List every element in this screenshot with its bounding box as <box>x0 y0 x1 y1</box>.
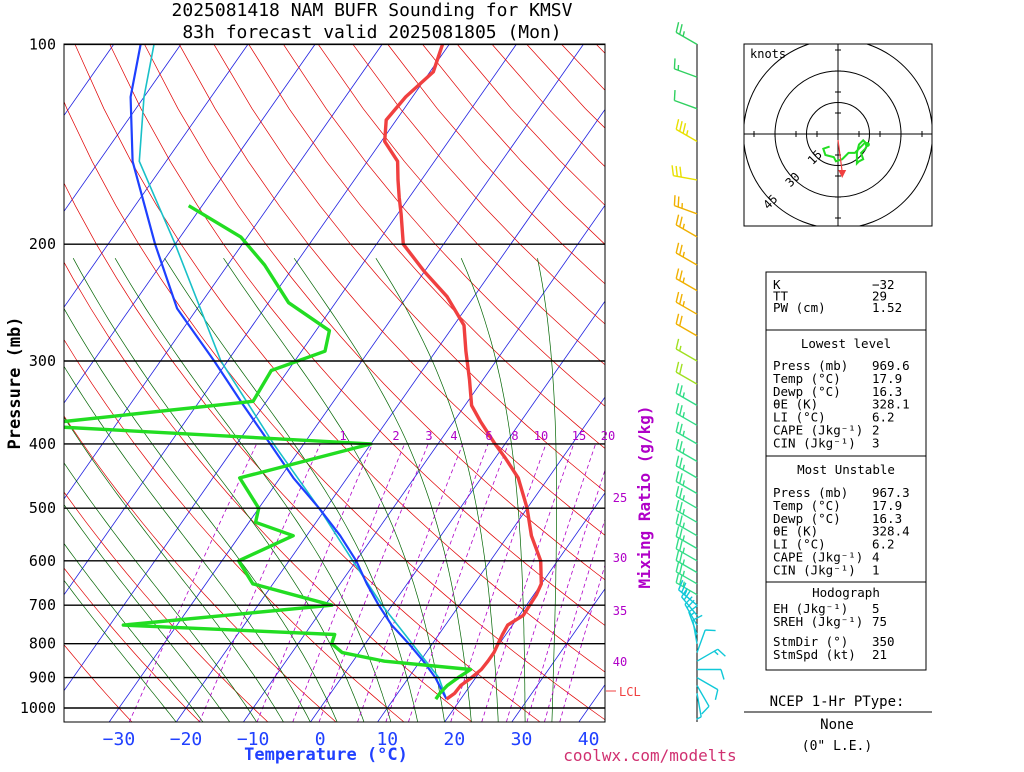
wind-barb <box>676 486 697 508</box>
wind-barb <box>676 339 697 361</box>
mixing-ratio-label: 2 <box>392 429 399 443</box>
wind-barb <box>676 500 697 522</box>
mixing-ratio-label: 8 <box>511 429 518 443</box>
wind-barb <box>676 383 697 405</box>
wind-barb <box>676 550 697 572</box>
wind-barb <box>697 649 725 661</box>
ptype-sub: (0" L.E.) <box>802 739 872 754</box>
mixing-ratio-label: 6 <box>485 429 492 443</box>
wind-barb <box>676 119 697 141</box>
temperature-tick-label: −20 <box>170 729 203 750</box>
virtual-temp-line <box>139 44 446 699</box>
wind-barb <box>674 58 697 77</box>
wind-barb <box>676 403 697 425</box>
wind-barb <box>676 292 697 314</box>
wind-barbs <box>672 22 725 719</box>
stats-section-title: Hodograph <box>812 585 880 600</box>
temperature-tick-label: −30 <box>103 729 136 750</box>
y-axis-label: Pressure (mb) <box>5 316 25 449</box>
wind-barb <box>672 165 697 180</box>
mixing-ratio-label: 20 <box>601 429 615 443</box>
temperature-tick-label: 30 <box>511 729 533 750</box>
wind-barb <box>676 243 697 265</box>
pressure-tick-label: 300 <box>29 352 56 370</box>
wind-barb <box>697 630 716 653</box>
stats-row-label: StmSpd (kt) <box>773 647 856 662</box>
temperature-line <box>385 44 542 699</box>
mixing-ratio-label: 4 <box>450 429 457 443</box>
wind-barb <box>676 422 697 444</box>
stats-row-value: 3 <box>872 435 880 450</box>
pressure-tick-label: 800 <box>29 635 56 653</box>
ptype-value: None <box>820 717 854 733</box>
wind-barb <box>676 22 697 44</box>
profile-lines <box>28 44 541 699</box>
stats-section-title: Lowest level <box>801 336 891 351</box>
stats-section-title: Most Unstable <box>797 462 895 477</box>
pressure-tick-label: 100 <box>29 35 56 53</box>
stats-row-label: PW (cm) <box>773 300 826 315</box>
pressure-tick-labels: 100 200 300 400 500 600 700 800 900 1000 <box>20 35 56 717</box>
mixing-ratio-label: 1 <box>339 429 346 443</box>
pressure-tick-label: 500 <box>29 499 56 517</box>
stats-row-value: 1 <box>872 562 880 577</box>
wind-barb <box>676 314 697 336</box>
mixing-ratio-axis-label: Mixing Ratio (g/kg) <box>635 405 654 588</box>
mixing-ratio-label: 30 <box>613 551 627 565</box>
stats-row-value: 21 <box>872 647 887 662</box>
wind-barb <box>674 90 697 109</box>
lcl-label: LCL <box>619 685 641 699</box>
pressure-tick-label: 400 <box>29 435 56 453</box>
wind-barb <box>676 215 697 237</box>
mixing-ratio-label: 35 <box>613 604 627 618</box>
stats-row-value: 75 <box>872 614 887 629</box>
footer-credit: coolwx.com/modelts <box>563 746 736 765</box>
wind-barb <box>674 195 697 214</box>
wind-barb <box>697 670 724 680</box>
pressure-tick-label: 700 <box>29 596 56 614</box>
chart-subtitle: 83h forecast valid 2025081805 (Mon) <box>182 22 561 43</box>
pressure-tick-label: 900 <box>29 669 56 687</box>
mixing-ratio-label: 40 <box>613 655 627 669</box>
ptype-title: NCEP 1-Hr PType: <box>770 694 905 710</box>
wind-barb <box>676 269 697 291</box>
wind-barb <box>676 362 697 384</box>
stats-row-label: CIN (Jkg⁻¹) <box>773 435 856 450</box>
mixing-ratio-label: 25 <box>613 491 627 505</box>
mixing-ratio-label: 15 <box>572 429 586 443</box>
wind-barb <box>697 678 718 700</box>
wind-barb <box>676 471 697 493</box>
parcel-line <box>131 44 447 699</box>
mixing-ratio-label: 10 <box>534 429 548 443</box>
mixing-ratio-label: 3 <box>425 429 432 443</box>
pressure-tick-label: 600 <box>29 552 56 570</box>
stats-row-value: 1.52 <box>872 300 902 315</box>
stats-row-label: SREH (Jkg⁻¹) <box>773 614 863 629</box>
stats-row-label: CIN (Jkg⁻¹) <box>773 562 856 577</box>
wind-barb <box>676 562 697 584</box>
temperature-tick-label: 20 <box>444 729 466 750</box>
pressure-tick-label: 200 <box>29 235 56 253</box>
chart-title: 2025081418 NAM BUFR Sounding for KMSV <box>172 0 573 21</box>
pressure-tick-label: 1000 <box>20 699 56 717</box>
x-axis-label: Temperature (°C) <box>244 745 408 765</box>
